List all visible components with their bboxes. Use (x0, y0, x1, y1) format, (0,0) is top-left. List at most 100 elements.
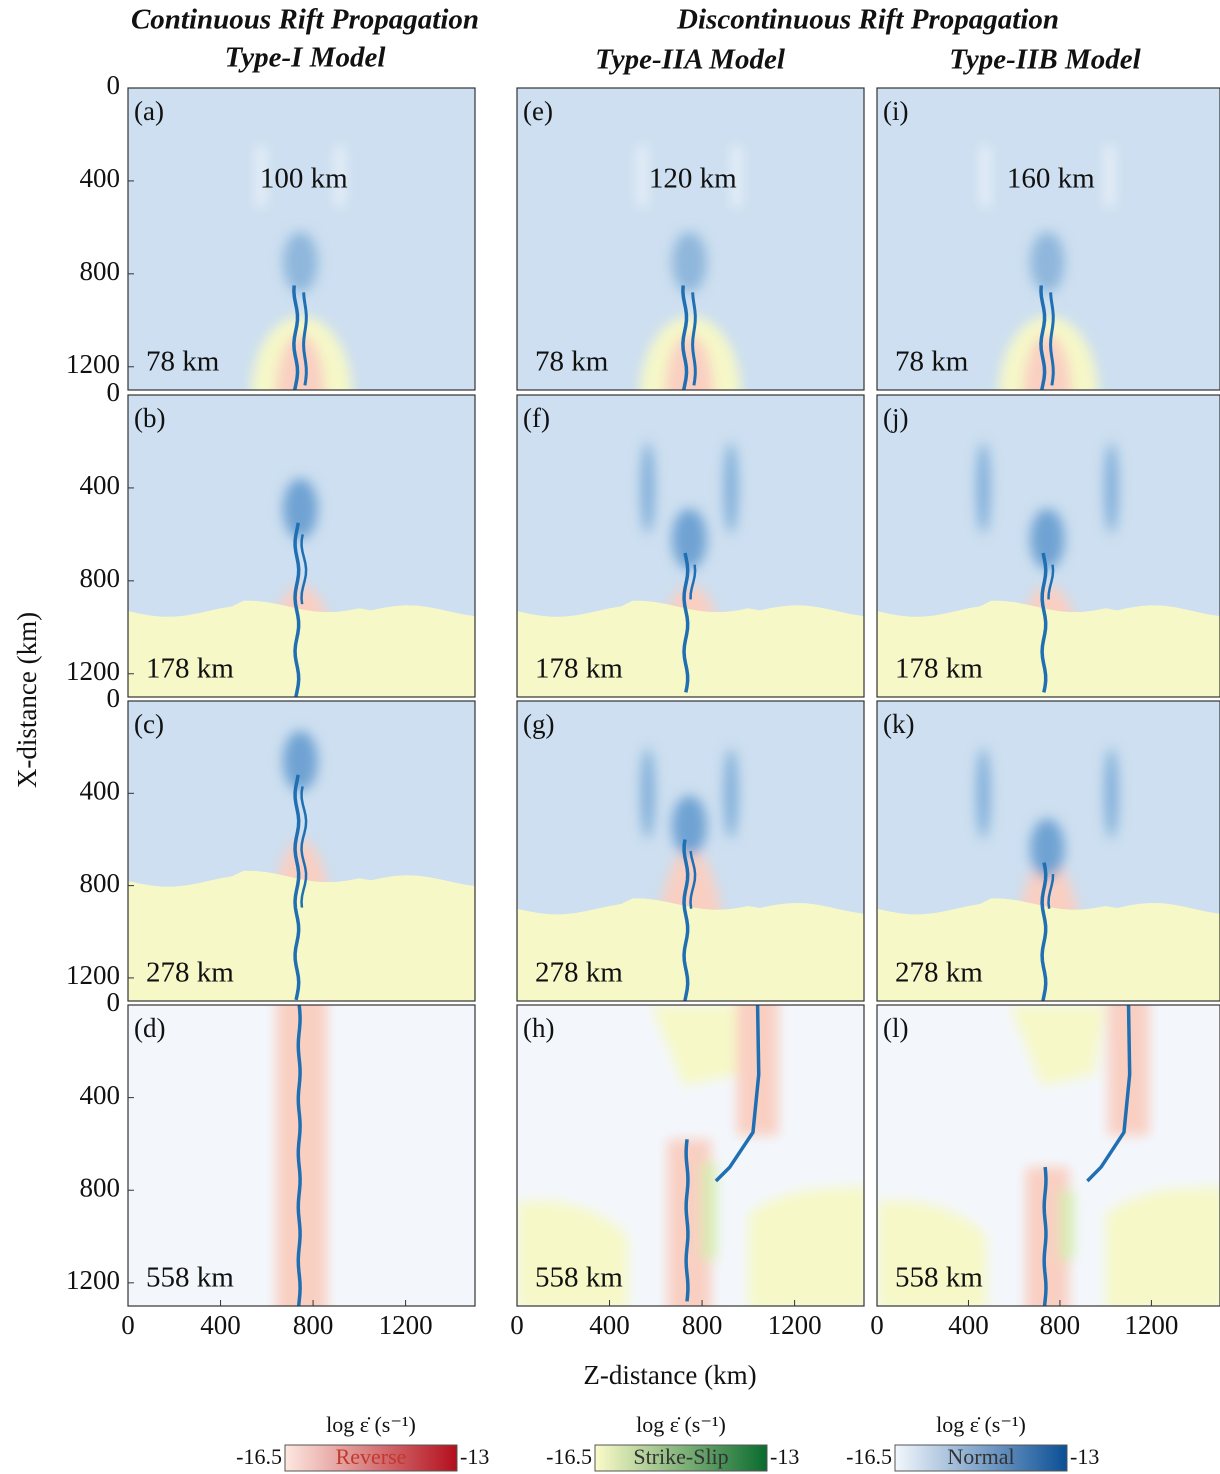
time-label: 178 km (535, 653, 623, 685)
green-zone (1060, 1190, 1074, 1259)
width-label: 120 km (649, 163, 737, 195)
panel-label: (b) (134, 403, 165, 433)
y-tick-label: 1200 (66, 349, 120, 379)
y-tick-label: 800 (80, 868, 121, 898)
rift (1044, 1167, 1046, 1306)
y-tick-label: 400 (80, 776, 121, 806)
flank (1105, 443, 1119, 534)
panel-label: (h) (523, 1013, 554, 1043)
rift (298, 1005, 300, 1306)
time-label: 278 km (895, 957, 983, 989)
yellow-zone (1106, 1186, 1220, 1311)
fan (283, 479, 318, 539)
y-tick-label: 1200 (66, 656, 120, 686)
x-tick-label: 1200 (1124, 1310, 1178, 1340)
y-tick-label: 400 (80, 1080, 121, 1110)
time-label: 558 km (895, 1262, 983, 1294)
x-tick-label: 800 (1040, 1310, 1081, 1340)
y-tick-label: 400 (80, 470, 121, 500)
panel-label: (a) (134, 96, 164, 126)
panel: (l) 558 km 0 400 800 1200 (870, 985, 1220, 1468)
x-tick-label: 400 (948, 1310, 989, 1340)
panel-label: (e) (523, 96, 553, 126)
colorbar-tick-label: -16.5 (846, 1444, 892, 1469)
flank (1105, 748, 1119, 838)
y-tick-label: 1200 (66, 960, 120, 990)
colorbar-tick-label: -13 (1070, 1444, 1099, 1469)
colorbar-tick-label: -13 (770, 1444, 799, 1469)
y-tick-label: 1200 (66, 1265, 120, 1295)
fan (283, 232, 318, 292)
page: { "headers": { "left_title": "Continuous… (0, 0, 1220, 1474)
panel-label: (f) (523, 403, 550, 433)
x-axis-label: Z-distance (km) (583, 1360, 756, 1390)
fan (1030, 819, 1064, 879)
flank (641, 443, 655, 534)
soft-layer (276, 985, 327, 1326)
x-tick-label: 800 (682, 1310, 723, 1340)
x-tick-label: 400 (589, 1310, 630, 1340)
panel: (d)558 km0400800120004008001200 (66, 985, 475, 1340)
flank (641, 748, 655, 838)
flank (724, 443, 738, 534)
panel-label: (j) (883, 403, 908, 433)
x-tick-label: 1200 (768, 1310, 822, 1340)
strain-field (877, 985, 1220, 1468)
time-label: 78 km (535, 346, 609, 378)
y-tick-label: 0 (107, 987, 121, 1017)
figure: Continuous Rift Propagation Type-I Model… (0, 0, 1220, 1474)
colorbar-tick-label: -16.5 (236, 1444, 282, 1469)
fan (672, 232, 707, 292)
colorbar-title: log ε̇ (s⁻¹) (936, 1412, 1026, 1437)
colorbar-name: Reverse (336, 1444, 407, 1469)
panel-label: (l) (883, 1013, 908, 1043)
y-tick-label: 400 (80, 163, 121, 193)
time-label: 178 km (146, 653, 234, 685)
x-tick-label: 400 (200, 1310, 241, 1340)
y-axis-label: X-distance (km) (12, 612, 42, 788)
panel-label: (d) (134, 1013, 165, 1043)
width-label: 160 km (1007, 163, 1095, 195)
y-tick-label: 0 (107, 683, 121, 713)
time-label: 278 km (535, 957, 623, 989)
colorbar-name: Strike-Slip (633, 1444, 728, 1469)
header: Type-I Model (225, 42, 387, 74)
colorbar-title: log ε̇ (s⁻¹) (326, 1412, 416, 1437)
panel-label: (c) (134, 709, 164, 739)
fan (672, 796, 707, 856)
header: Type-IIA Model (595, 44, 786, 76)
time-label: 278 km (146, 957, 234, 989)
header: Type-IIB Model (949, 44, 1141, 76)
x-tick-label: 1200 (379, 1310, 433, 1340)
y-tick-label: 0 (107, 70, 121, 100)
time-label: 178 km (895, 653, 983, 685)
header: Discontinuous Rift Propagation (676, 4, 1059, 36)
panels: 100 km (a) 78 km 0 400 800 1200 (b) 178 km 0 400 80… (66, 70, 1220, 1468)
time-label: 78 km (146, 346, 220, 378)
fan (283, 731, 318, 791)
panel-label: (k) (883, 709, 914, 739)
flank (976, 748, 990, 838)
x-tick-label: 0 (870, 1310, 884, 1340)
fan (1030, 232, 1064, 292)
flank (981, 146, 989, 206)
width-label: 100 km (260, 163, 348, 195)
y-tick-label: 0 (107, 377, 121, 407)
time-label: 78 km (895, 346, 969, 378)
fan (1030, 509, 1064, 569)
y-tick-label: 800 (80, 1172, 121, 1202)
colorbar-tick-label: -16.5 (546, 1444, 592, 1469)
time-label: 558 km (535, 1262, 623, 1294)
x-tick-label: 0 (121, 1310, 135, 1340)
rift (686, 1139, 688, 1301)
colorbar-title: log ε̇ (s⁻¹) (636, 1412, 726, 1437)
panel-label: (i) (883, 96, 908, 126)
y-tick-label: 800 (80, 563, 121, 593)
flank (1106, 146, 1114, 206)
colorbar: log ε̇ (s⁻¹)Reverse-16.5-13 (236, 1412, 489, 1471)
flank (638, 146, 646, 206)
time-label: 558 km (146, 1262, 234, 1294)
flank (724, 748, 738, 838)
green-zone (702, 1162, 716, 1259)
header: Continuous Rift Propagation (131, 4, 479, 36)
